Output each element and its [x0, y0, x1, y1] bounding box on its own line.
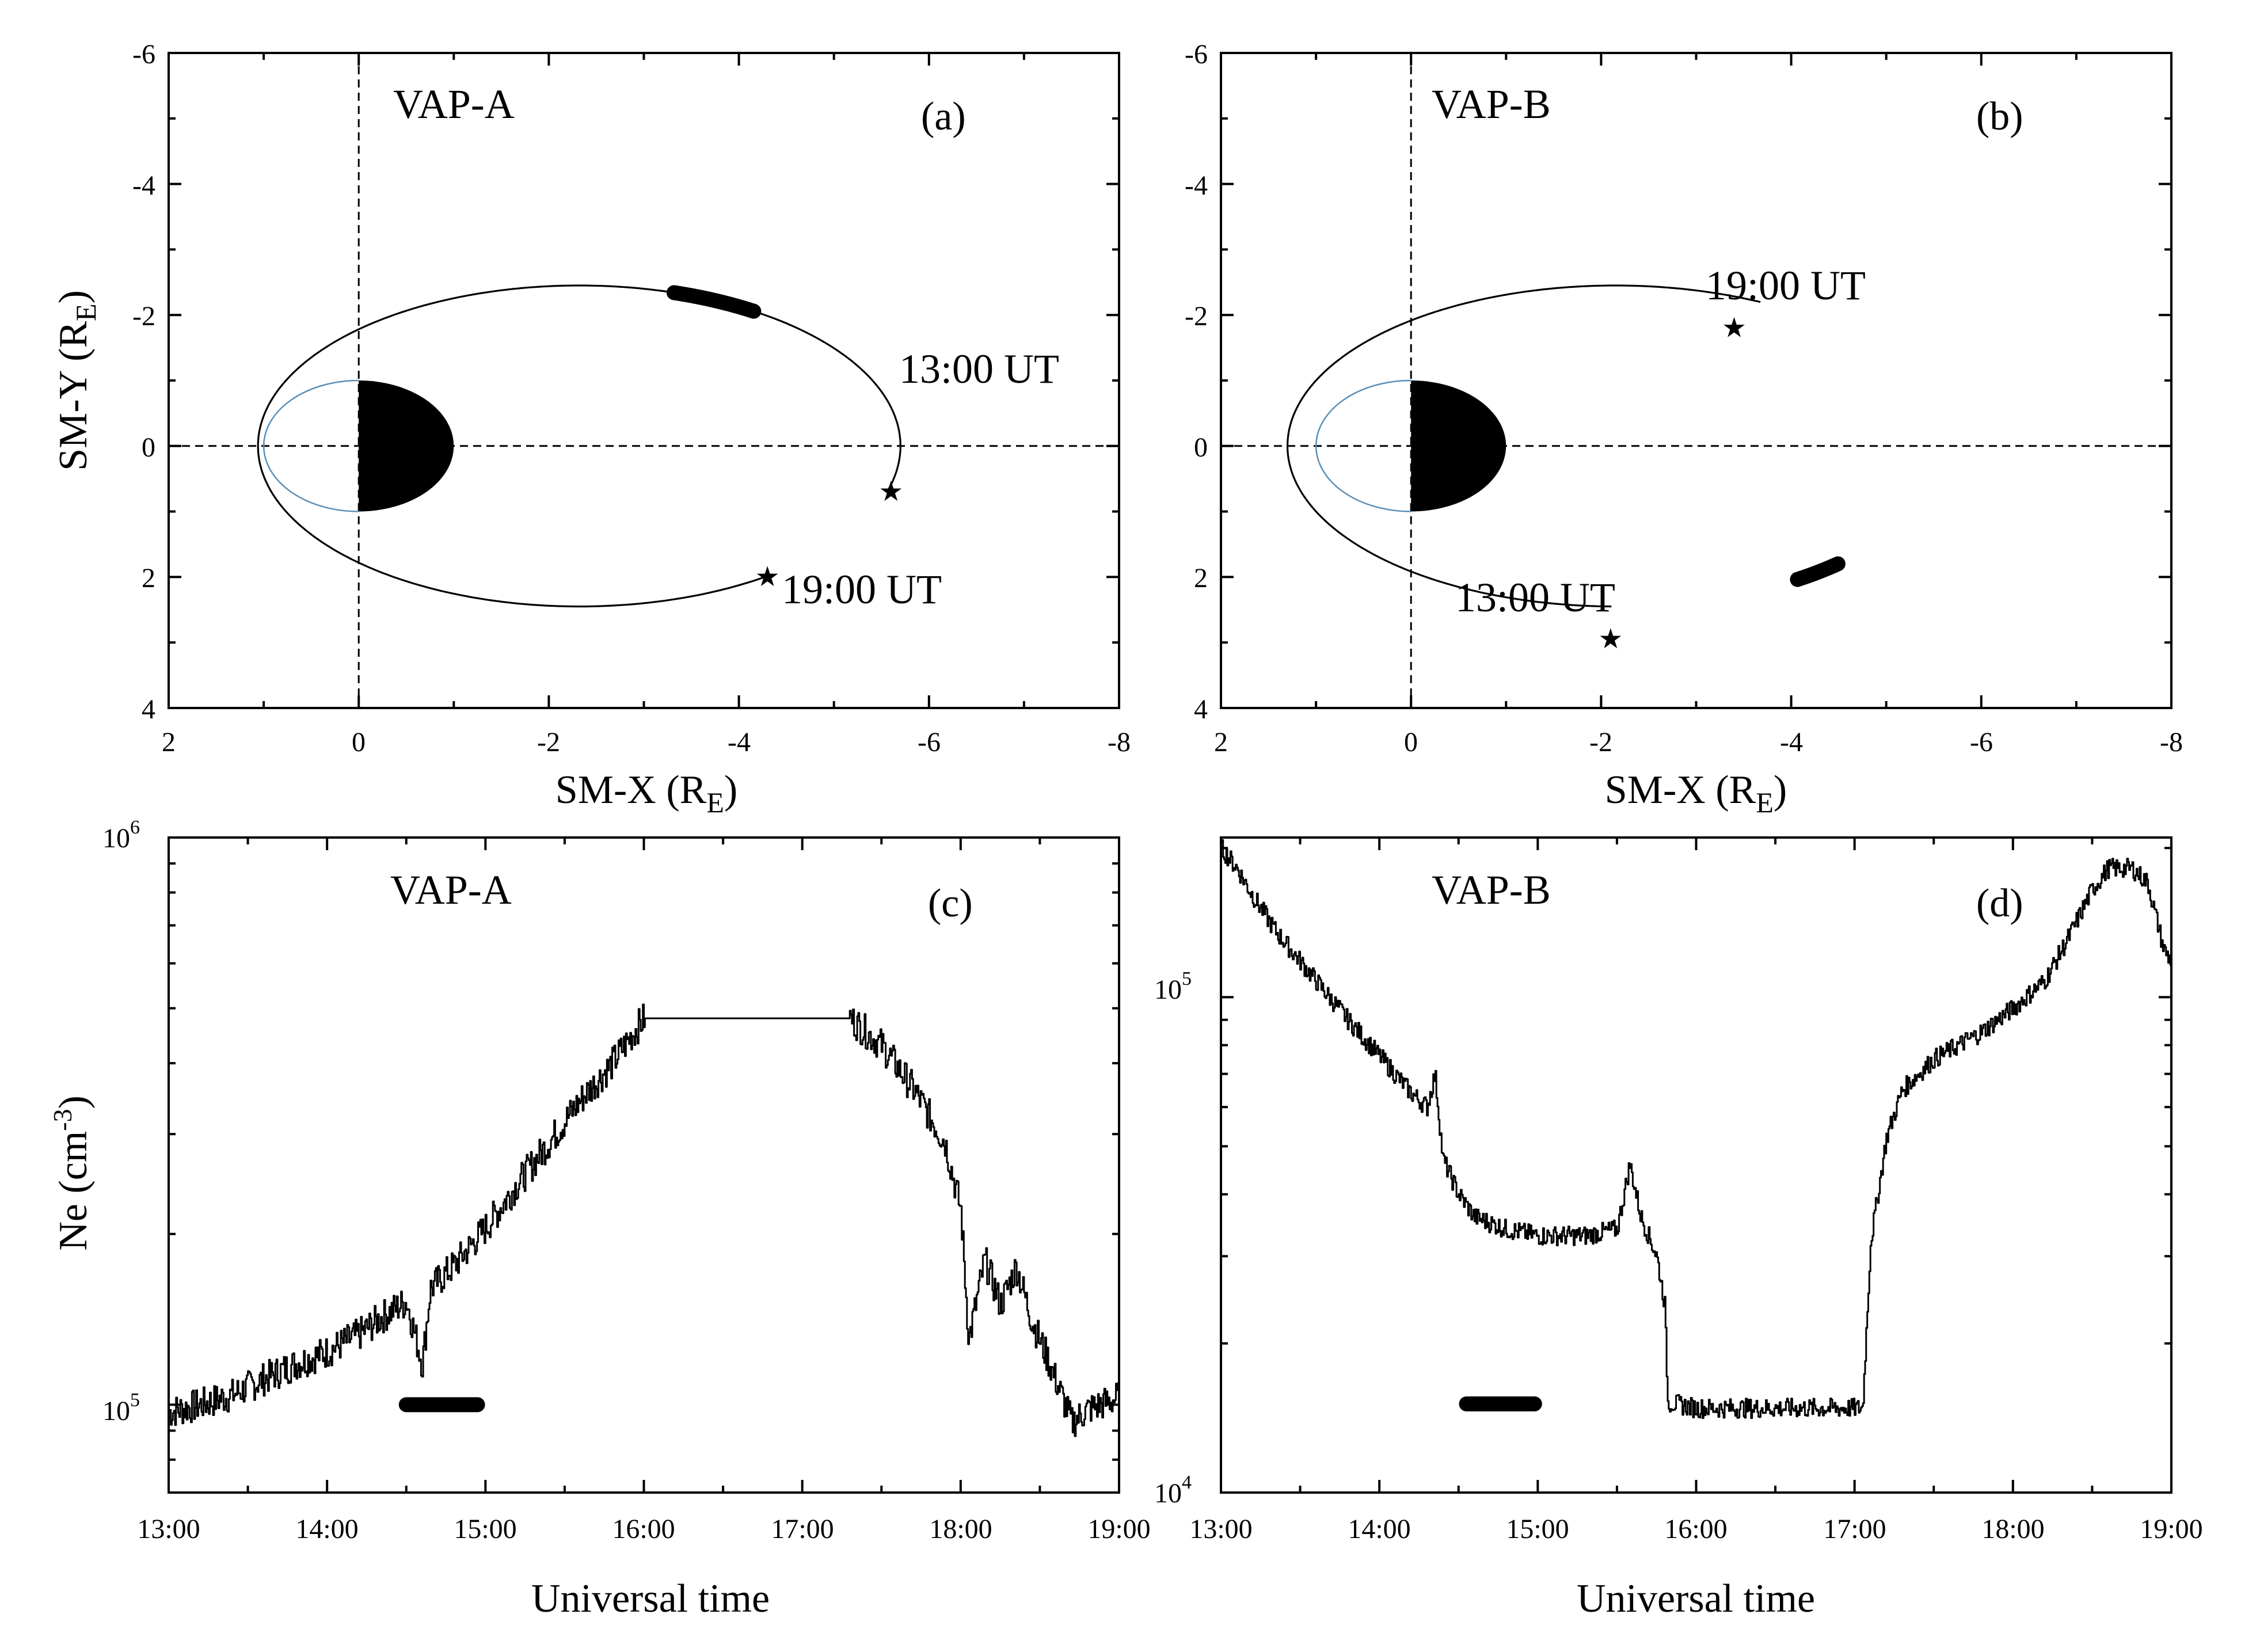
a-ytick-label: -2: [132, 301, 155, 332]
panel-b-earth: [1315, 379, 1506, 512]
panel-a-label: (a): [921, 94, 966, 139]
d-ytick-label-1e5: 105: [1154, 968, 1192, 1005]
a-xtick-label: 2: [162, 727, 176, 758]
c-xtick-label: 18:00: [929, 1514, 992, 1544]
a-ytick-label: -4: [132, 170, 155, 201]
a-ytick-label: 4: [142, 694, 155, 725]
panel-a-end-star-marker: ★: [755, 562, 780, 592]
panel-d-frame: [1220, 836, 2172, 1494]
panel-b-x-tick-labels: 2 0 -2 -4 -6 -8: [1214, 727, 2183, 758]
panel-c-ne-series-line: [169, 1003, 1120, 1437]
panel-b-orbit-track: [1287, 284, 1761, 608]
d-xtick-label: 13:00: [1189, 1514, 1252, 1544]
panel-d-ticks: [1220, 838, 2172, 1494]
panel-a-start-time-label: 13:00 UT: [899, 346, 1059, 392]
panel-c-spacecraft-label: VAP-A: [390, 867, 512, 913]
d-xtick-label: 18:00: [1981, 1514, 2044, 1544]
panel-a-x-axis-title: SM-X (RE): [556, 768, 737, 819]
panel-c-density-vap-a: 13:00 14:00 15:00 16:00 17:00 18:00 19:0…: [48, 817, 1151, 1621]
panel-b-end-star-marker: ★: [1722, 313, 1747, 343]
panel-b-highlight-segment: [1790, 556, 1846, 587]
b-ytick-label: -4: [1185, 170, 1208, 201]
b-xtick-label: -6: [1970, 727, 1993, 758]
panel-a-highlight-segment: [666, 285, 762, 319]
b-xtick-label: 2: [1214, 727, 1228, 758]
a-xtick-label: -4: [728, 727, 751, 758]
c-xtick-label: 19:00: [1087, 1514, 1150, 1544]
d-xtick-label: 15:00: [1506, 1514, 1569, 1544]
panel-b-end-time-label: 19:00 UT: [1706, 262, 1866, 309]
b-ytick-label: -2: [1185, 301, 1208, 332]
d-ytick-label-1e4: 104: [1154, 1472, 1192, 1509]
panel-a-y-tick-labels: -6 -4 -2 0 2 4: [132, 39, 155, 725]
panel-b-label: (b): [1976, 94, 2023, 139]
panel-a-orbit-vap-a: ★ ★ 2 0 -2 -4 -6 -8 -6 -4 -2 0 2 4 VAP-A…: [51, 39, 1131, 819]
panel-d-ne-series-line: [1221, 839, 2172, 1419]
panel-d-x-tick-labels: 13:00 14:00 15:00 16:00 17:00 18:00 19:0…: [1189, 1514, 2202, 1544]
b-xtick-label: -2: [1589, 727, 1612, 758]
a-ytick-label: 2: [142, 563, 155, 593]
c-xtick-label: 16:00: [612, 1514, 675, 1544]
panel-a-end-time-label: 19:00 UT: [782, 566, 942, 612]
b-earth-nightside: [1411, 380, 1506, 512]
panel-b-start-time-label: 13:00 UT: [1455, 574, 1615, 621]
panel-a-earth: [262, 379, 454, 512]
c-xtick-label: 15:00: [454, 1514, 516, 1544]
c-xtick-label: 17:00: [771, 1514, 834, 1544]
b-ytick-label: 4: [1194, 694, 1208, 725]
panel-b-frame: [1220, 52, 2172, 709]
panel-b-ticks: [1220, 52, 2172, 709]
panel-c-frame: [168, 836, 1120, 1494]
panel-b-x-axis-title: SM-X (RE): [1605, 768, 1787, 819]
b-xtick-label: -8: [2160, 727, 2183, 758]
panel-a-y-axis-title: SM-Y (RE): [51, 290, 102, 471]
panel-c-ticks: [168, 836, 1120, 1494]
panel-c-label: (c): [928, 881, 973, 926]
a-xtick-label: -2: [537, 727, 560, 758]
panel-b-reference-lines: [1221, 53, 2171, 708]
d-xtick-label: 16:00: [1664, 1514, 1727, 1544]
panel-b-spacecraft-label: VAP-B: [1432, 81, 1551, 127]
d-xtick-label: 14:00: [1348, 1514, 1410, 1544]
panel-c-x-tick-labels: 13:00 14:00 15:00 16:00 17:00 18:00 19:0…: [137, 1514, 1150, 1544]
panel-a-ticks: [168, 52, 1120, 709]
c-ytick-label-1e6: 106: [102, 817, 140, 854]
a-earth-nightside: [359, 380, 454, 512]
panel-d-label: (d): [1976, 881, 2023, 926]
a-xtick-label: -8: [1108, 727, 1131, 758]
panel-b-orbit-vap-b: ★ ★ 2 0 -2 -4 -6 -8 -6 -4 -2 0 2 4 VAP-B…: [1185, 39, 2183, 819]
panel-a-spacecraft-label: VAP-A: [393, 81, 515, 127]
b-ytick-label: -6: [1185, 39, 1208, 70]
d-xtick-label: 17:00: [1823, 1514, 1886, 1544]
c-xtick-label: 14:00: [295, 1514, 358, 1544]
c-xtick-label: 13:00: [137, 1514, 200, 1544]
b-ytick-label: 0: [1194, 432, 1208, 463]
panel-a-start-star-marker: ★: [878, 477, 903, 507]
b-ytick-label: 2: [1194, 563, 1208, 593]
a-earth-dayside: [262, 379, 359, 512]
panel-d-density-vap-b: 13:00 14:00 15:00 16:00 17:00 18:00 19:0…: [1154, 836, 2203, 1621]
a-xtick-label: 0: [352, 727, 366, 758]
panel-a-x-tick-labels: 2 0 -2 -4 -6 -8: [162, 727, 1131, 758]
panel-b-start-star-marker: ★: [1598, 624, 1623, 654]
a-xtick-label: -6: [918, 727, 941, 758]
panel-d-x-axis-title: Universal time: [1577, 1577, 1815, 1621]
panel-a-reference-lines: [169, 53, 1119, 708]
panel-b-y-tick-labels: -6 -4 -2 0 2 4: [1185, 39, 1208, 725]
a-ytick-label: -6: [132, 39, 155, 70]
b-xtick-label: 0: [1404, 727, 1418, 758]
panel-d-spacecraft-label: VAP-B: [1432, 867, 1551, 913]
panel-c-x-axis-title: Universal time: [531, 1577, 770, 1621]
panel-a-orbit-track: [257, 284, 901, 608]
b-xtick-label: -4: [1780, 727, 1803, 758]
b-earth-dayside: [1315, 379, 1411, 512]
a-ytick-label: 0: [142, 432, 155, 463]
panel-c-y-axis-title: Ne (cm-3): [48, 1095, 96, 1251]
d-xtick-label: 19:00: [2140, 1514, 2202, 1544]
c-ytick-label-1e5: 105: [102, 1390, 140, 1426]
